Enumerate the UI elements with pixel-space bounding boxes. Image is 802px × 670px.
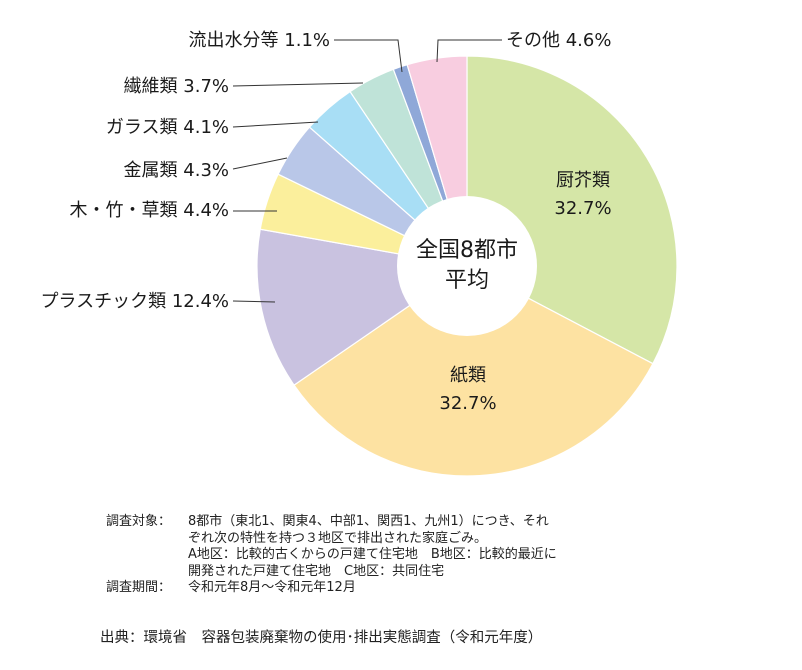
leader-line-metal [232, 157, 288, 170]
note-line: 開発された戸建て住宅地 C地区：共同住宅 [188, 563, 445, 579]
slice-value-metal: 4.3% [183, 160, 229, 181]
slice-value-kitchen-waste: 32.7% [554, 198, 611, 219]
note-line: 8都市（東北1、関東4、中部1、関西1、九州1）につき、それ [188, 514, 549, 529]
slice-value-other: 4.6% [566, 30, 612, 51]
slice-value-plastic: 12.4% [172, 291, 229, 312]
slice-label-plastic: プラスチック類 12.4% [40, 291, 229, 312]
slice-label-glass: ガラス類 4.1% [106, 117, 229, 138]
leader-line-textile [232, 82, 364, 87]
slice-label-text: プラスチック類 [40, 291, 171, 312]
note-survey-target: 調査対象： 8都市（東北1、関東4、中部1、関西1、九州1）につき、それ ぞれ次… [106, 514, 557, 580]
leader-line-plastic [232, 300, 276, 303]
note-line: A地区：比較的古くからの戸建て住宅地 B地区：比較的最近に [188, 547, 557, 562]
slice-label-kitchen-waste: 厨芥類 [556, 170, 610, 191]
center-label-line-1: 全国8都市 [416, 238, 518, 263]
slice-value-runoff-moisture: 1.1% [284, 30, 330, 51]
slice-label-text: 繊維類 [124, 76, 184, 97]
slice-label-text: その他 [506, 30, 566, 51]
slice-label-runoff-moisture: 流出水分等 1.1% [189, 30, 330, 51]
survey-notes: 調査対象： 8都市（東北1、関東4、中部1、関西1、九州1）につき、それ ぞれ次… [106, 514, 557, 597]
slice-label-text: 金属類 [124, 160, 184, 181]
source-citation: 出典：環境省 容器包装廃棄物の使用･排出実態調査（令和元年度） [100, 630, 543, 646]
slice-label-metal: 金属類 4.3% [124, 160, 229, 181]
note-body: 令和元年8月〜令和元年12月 [188, 580, 356, 597]
slice-value-wood-bamboo-grass: 4.4% [183, 200, 229, 221]
slice-value-paper: 32.7% [439, 393, 496, 414]
slice-label-other: その他 4.6% [506, 30, 611, 51]
note-label: 調査対象： [106, 514, 172, 529]
note-survey-period: 調査期間： 令和元年8月〜令和元年12月 [106, 580, 557, 597]
center-label-line-2: 平均 [445, 268, 489, 293]
note-line: 令和元年8月〜令和元年12月 [188, 580, 356, 595]
leader-line-runoff-moisture [334, 39, 403, 73]
note-line: ぞれ次の特性を持つ３地区で排出された家庭ごみ。 [188, 530, 488, 546]
slice-value-glass: 4.1% [183, 117, 229, 138]
leader-line-glass [232, 121, 319, 128]
donut-center-hole [397, 196, 537, 336]
pie-slice-paper [293, 265, 654, 477]
slice-label-wood-bamboo-grass: 木・竹・草類 4.4% [70, 200, 229, 221]
leader-line-other [436, 39, 502, 63]
slice-label-text: 流出水分等 [189, 30, 285, 51]
note-body: 8都市（東北1、関東4、中部1、関西1、九州1）につき、それ ぞれ次の特性を持つ… [188, 514, 557, 580]
slice-label-textile: 繊維類 3.7% [124, 76, 229, 97]
slice-label-text: 木・竹・草類 [70, 200, 184, 221]
slice-label-text: ガラス類 [106, 117, 183, 138]
slice-label-paper: 紙類 [450, 365, 486, 386]
note-label: 調査期間： [106, 580, 172, 595]
slice-value-textile: 3.7% [183, 76, 229, 97]
